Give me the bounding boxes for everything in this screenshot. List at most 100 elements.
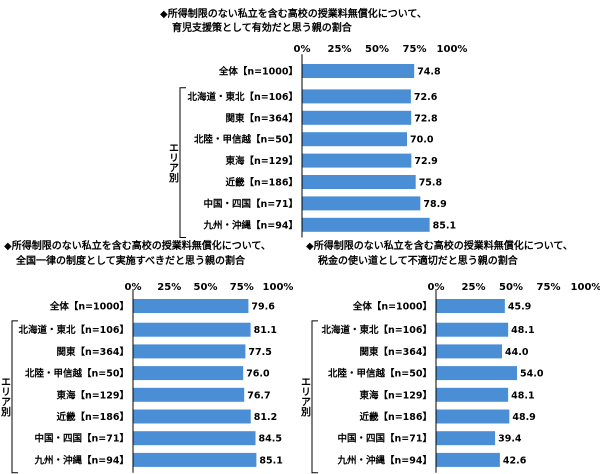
category-label: 九州・沖縄【n=94】	[203, 219, 298, 231]
bar-chart-tax-inappropriate: 0% 25% 50% 75% 100% 全体【n=1000】 45.9 北海道・東北【n=10…	[299, 282, 600, 474]
bar	[302, 153, 412, 168]
category-label: 九州・沖縄【n=94】	[337, 454, 432, 466]
area-group-label: エリア別	[167, 143, 180, 184]
value-label: 54.0	[520, 369, 544, 380]
area-group-bracket	[311, 320, 318, 474]
chart-title-line-2: 育児支援策として有効だと思う親の割合	[172, 23, 352, 34]
area-group-label: エリア別	[299, 377, 312, 418]
category-label: 中国・四国【n=71】	[338, 433, 432, 445]
category-label: 東海【n=129】	[55, 389, 129, 401]
bar	[302, 196, 421, 211]
bar	[302, 89, 411, 104]
x-tick-label: 25%	[157, 282, 181, 293]
x-tick-label: 50%	[194, 282, 218, 293]
chart-title-line-1: ◆所得制限のない私立を含む高校の授業料無償化について、	[160, 9, 427, 20]
chart-title-line-1: ◆所得制限のない私立を含む高校の授業料無償化について、	[4, 241, 271, 252]
bar	[302, 132, 407, 147]
category-label: 関東【n=364】	[359, 346, 432, 358]
value-label: 84.5	[259, 434, 282, 445]
x-tick-label: 100%	[437, 44, 468, 55]
chart-panel-nationwide-system: ◆所得制限のない私立を含む高校の授業料無償化について、 全国一律の制度として実施…	[0, 236, 300, 474]
category-label: 北陸・甲信越【n=50】	[328, 368, 432, 380]
chart-title-line-1: ◆所得制限のない私立を含む高校の授業料無償化について、	[306, 241, 573, 252]
bar	[133, 299, 249, 313]
bar	[133, 452, 257, 467]
category-label: 全体【n=1000】	[352, 301, 432, 313]
chart-panel-support-effective: ◆所得制限のない私立を含む高校の授業料無償化について、 育児支援策として有効だと…	[150, 0, 470, 238]
bar	[302, 175, 416, 189]
x-tick-label: 75%	[537, 282, 561, 293]
bar	[133, 344, 246, 359]
category-label: 関東【n=364】	[56, 346, 129, 358]
category-label: 東海【n=129】	[358, 389, 432, 401]
value-label: 42.6	[503, 455, 527, 466]
x-tick-label: 25%	[462, 282, 486, 293]
bar	[436, 431, 496, 446]
value-label: 70.0	[410, 135, 434, 146]
bar	[436, 344, 502, 359]
value-label: 72.8	[414, 113, 438, 124]
value-label: 45.9	[508, 302, 531, 313]
value-label: 72.6	[414, 92, 438, 103]
category-label: 全体【n=1000】	[218, 66, 298, 78]
value-label: 48.9	[512, 412, 535, 423]
bar	[302, 217, 430, 232]
category-label: 北海道・東北【n=106】	[321, 324, 432, 336]
area-group-label: エリア別	[0, 377, 12, 418]
bar	[436, 409, 510, 424]
bar	[436, 452, 500, 467]
category-label: 中国・四国【n=71】	[204, 198, 298, 210]
value-label: 81.2	[254, 412, 277, 423]
value-label: 74.8	[417, 67, 441, 78]
category-label: 九州・沖縄【n=94】	[34, 454, 129, 466]
bar	[436, 387, 509, 402]
x-tick-label: 0%	[428, 282, 445, 293]
value-label: 85.1	[433, 220, 456, 231]
category-label: 全体【n=1000】	[49, 301, 129, 313]
bar	[436, 299, 505, 313]
value-label: 76.7	[247, 390, 270, 401]
x-tick-label: 75%	[403, 44, 427, 55]
bar	[302, 64, 415, 78]
category-label: 中国・四国【n=71】	[35, 433, 129, 445]
category-label: 近畿【n=186】	[225, 177, 298, 189]
value-label: 44.0	[505, 347, 529, 358]
chart-title-line-2: 税金の使い道として不適切だと思う親の割合	[318, 256, 518, 267]
category-label: 関東【n=364】	[225, 112, 298, 124]
value-label: 76.0	[246, 369, 270, 380]
value-label: 75.8	[419, 178, 443, 189]
value-label: 78.9	[423, 199, 446, 210]
x-tick-label: 75%	[230, 282, 254, 293]
value-label: 72.9	[414, 156, 437, 167]
bar	[133, 431, 256, 446]
category-label: 近畿【n=186】	[359, 411, 432, 423]
category-label: 北陸・甲信越【n=50】	[25, 368, 129, 380]
bar	[133, 409, 251, 424]
category-label: 近畿【n=186】	[56, 411, 129, 423]
value-label: 79.6	[251, 302, 275, 313]
chart-panel-tax-inappropriate: ◆所得制限のない私立を含む高校の授業料無償化について、 税金の使い道として不適切…	[299, 236, 600, 474]
bar	[436, 322, 509, 337]
value-label: 48.1	[511, 325, 534, 336]
x-tick-label: 25%	[328, 44, 352, 55]
category-label: 東海【n=129】	[224, 155, 298, 167]
area-group-bracket	[11, 320, 18, 474]
value-label: 39.4	[498, 434, 522, 445]
category-label: 北陸・甲信越【n=50】	[194, 134, 298, 146]
category-label: 北海道・東北【n=106】	[18, 324, 129, 336]
x-tick-label: 100%	[571, 282, 600, 293]
value-label: 48.1	[511, 390, 534, 401]
bar	[133, 366, 244, 381]
bar	[436, 366, 517, 381]
chart-title-line-2: 全国一律の制度として実施すべきだと思う親の割合	[16, 256, 245, 267]
x-tick-label: 100%	[263, 282, 294, 293]
x-tick-label: 0%	[294, 44, 311, 55]
value-label: 85.1	[259, 455, 282, 466]
bar-chart-nationwide-system: 0% 25% 50% 75% 100% 全体【n=1000】 79.6 北海道・東北【n=10…	[0, 282, 294, 474]
value-label: 81.1	[254, 325, 277, 336]
bar	[133, 387, 245, 402]
x-tick-label: 0%	[125, 282, 142, 293]
bar-chart-support-effective: 0% 25% 50% 75% 100% 全体【n=1000】 74.8 北海道・東北【n=10…	[167, 44, 468, 238]
bar	[302, 110, 412, 125]
category-label: 北海道・東北【n=106】	[187, 91, 298, 103]
